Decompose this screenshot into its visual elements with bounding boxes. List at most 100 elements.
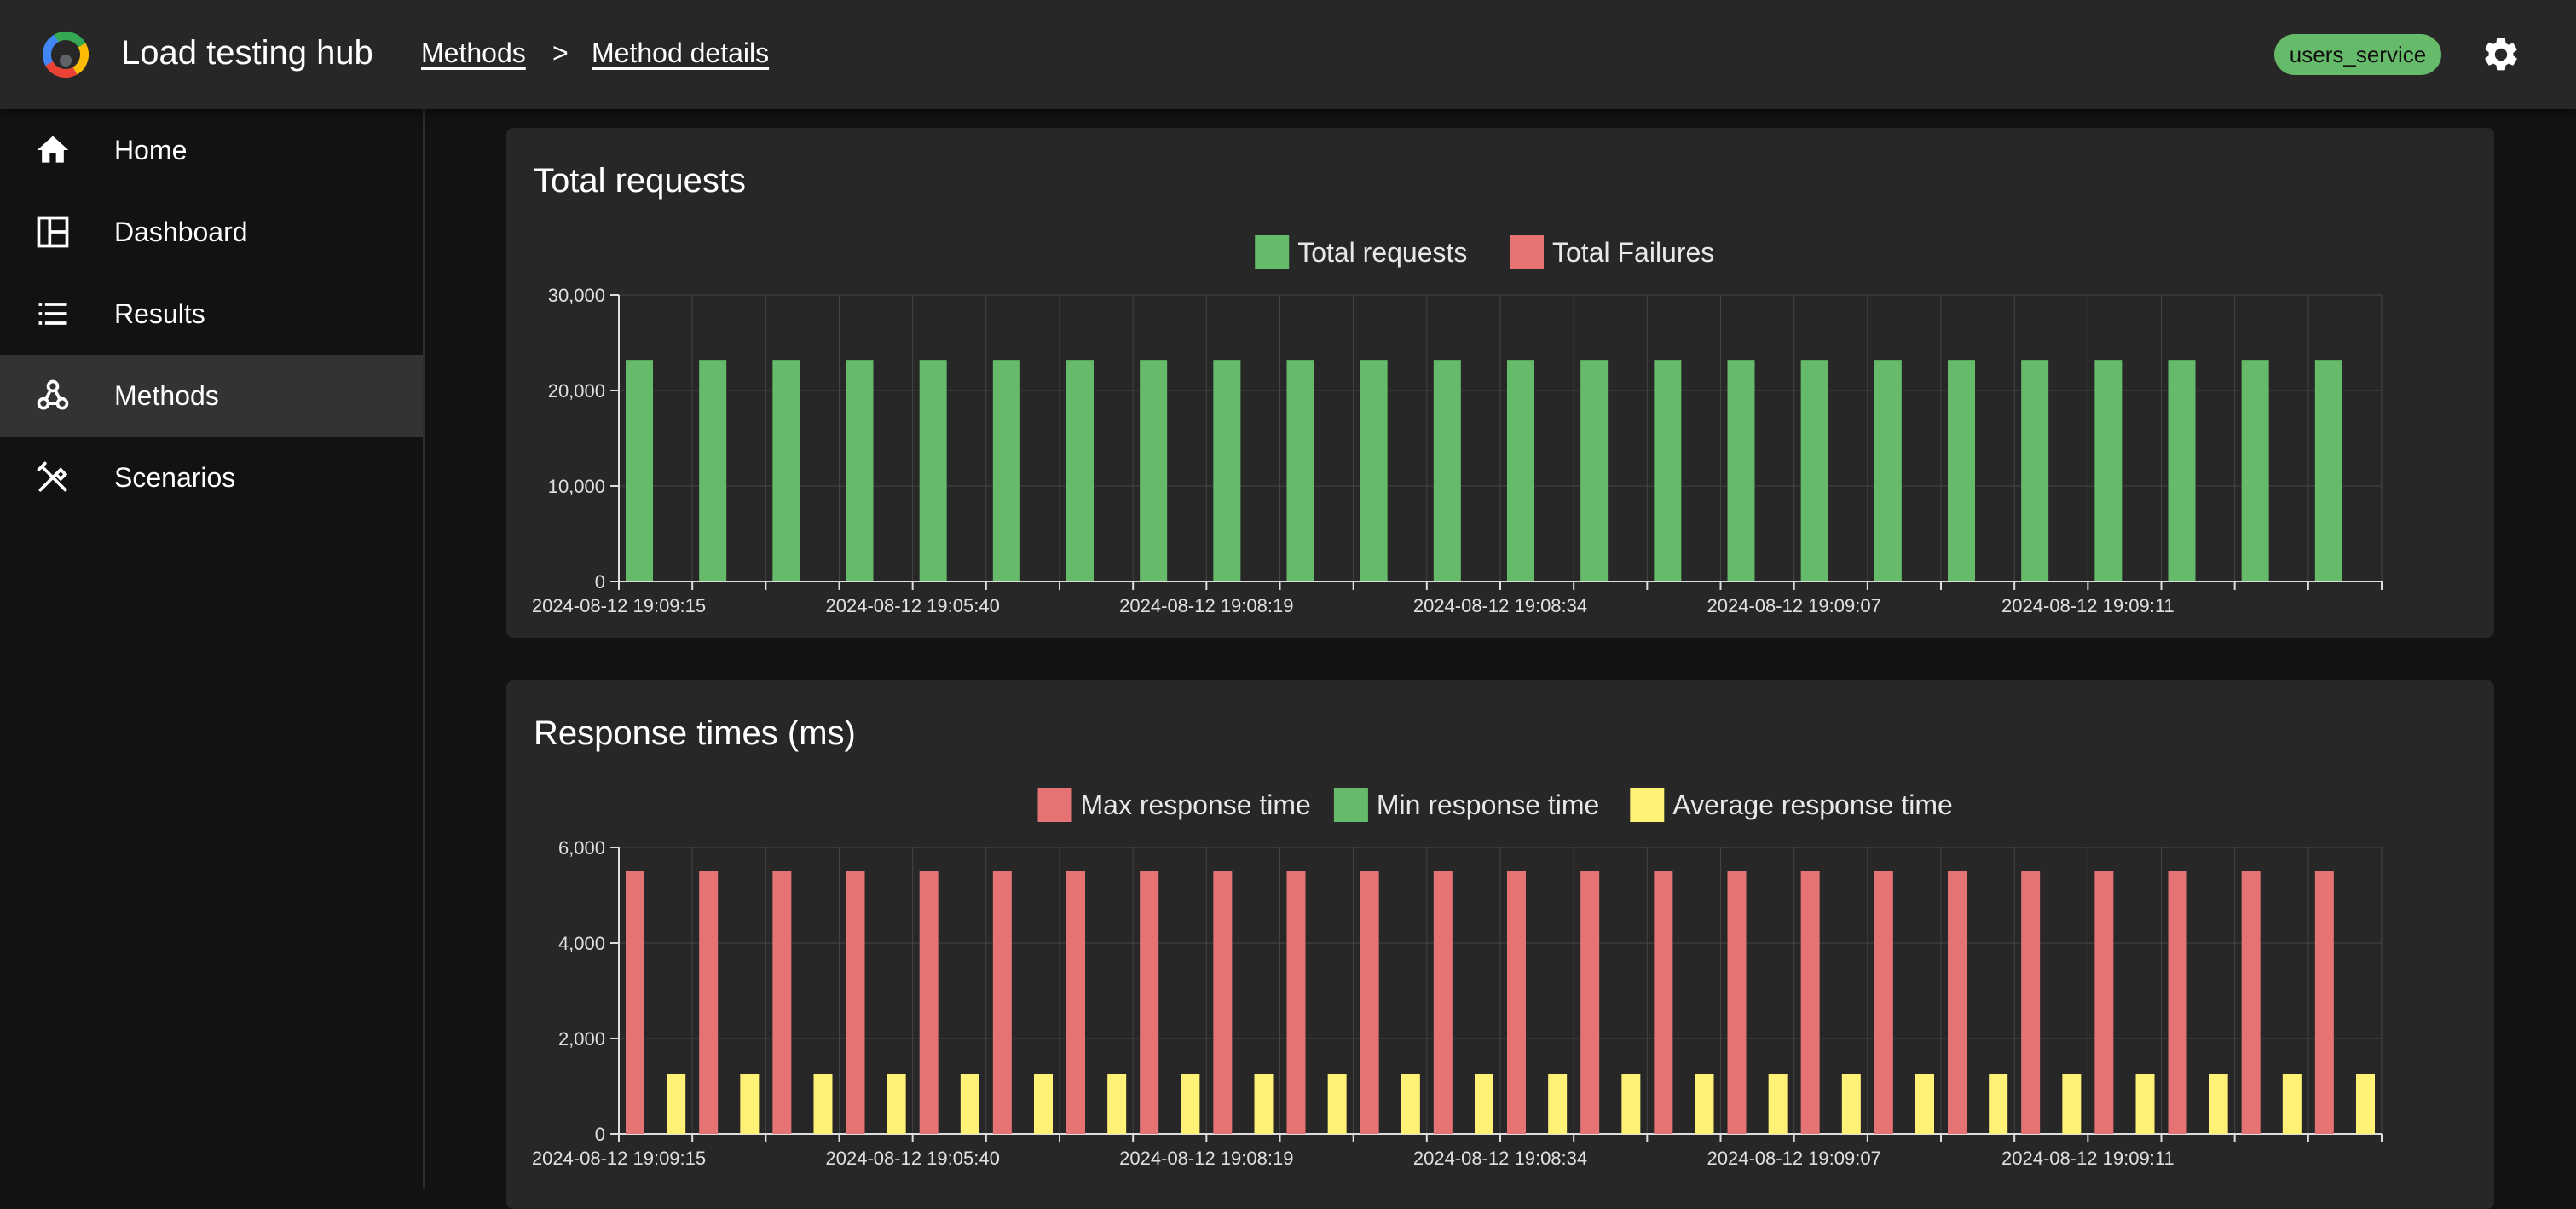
response-times-chart: Max response time Min response time Averag… xyxy=(532,788,2383,1169)
bar-total-requests xyxy=(1580,360,1609,581)
bar-total-requests xyxy=(626,360,653,581)
bar-total-requests xyxy=(1507,360,1534,581)
bar-average-response-time xyxy=(2062,1074,2082,1134)
breadcrumb-methods-link[interactable]: Methods xyxy=(421,38,526,68)
bar-total-requests xyxy=(1360,360,1388,581)
sidebar-item-results[interactable]: Results xyxy=(0,273,423,355)
bar-max-response-time xyxy=(2314,871,2334,1134)
legend-label: Max response time xyxy=(1081,790,1311,820)
bar-max-response-time xyxy=(1286,871,1306,1134)
legend-swatch xyxy=(1037,788,1072,822)
bar-max-response-time xyxy=(1433,871,1453,1134)
bar-average-response-time xyxy=(1695,1074,1714,1134)
bar-average-response-time xyxy=(1401,1074,1420,1134)
bar-max-response-time xyxy=(1727,871,1747,1134)
bar-average-response-time xyxy=(1768,1074,1788,1134)
bar-max-response-time xyxy=(626,871,644,1134)
bar-average-response-time xyxy=(1181,1074,1200,1134)
bar-average-response-time xyxy=(1107,1074,1127,1134)
bar-max-response-time xyxy=(1507,871,1526,1134)
total-requests-card: Total requests Total requests Total Failu… xyxy=(506,128,2494,638)
bar-total-requests xyxy=(772,360,800,581)
sidebar-item-dashboard[interactable]: Dashboard xyxy=(0,191,423,273)
bar-max-response-time xyxy=(1580,871,1600,1134)
y-tick-label: 0 xyxy=(595,1124,605,1145)
sidebar-item-label: Results xyxy=(114,298,205,329)
sidebar-item-label: Scenarios xyxy=(114,462,236,493)
x-tick-label: 2024-08-12 19:05:40 xyxy=(826,1148,1000,1169)
bar-max-response-time xyxy=(1874,871,1893,1134)
bar-max-response-time xyxy=(2241,871,2261,1134)
total-requests-chart: Total requests Total Failures 0 10,000 20,00… xyxy=(532,235,2383,616)
bar-max-response-time xyxy=(1654,871,1673,1134)
tools-icon xyxy=(37,461,68,492)
sidebar-item-label: Home xyxy=(114,135,188,165)
bar-total-requests xyxy=(2021,360,2049,581)
bar-max-response-time xyxy=(992,871,1012,1134)
y-tick-label: 10,000 xyxy=(548,476,605,497)
bar-max-response-time xyxy=(846,871,865,1134)
x-tick-label: 2024-08-12 19:08:34 xyxy=(1413,595,1587,616)
sidebar-item-scenarios[interactable]: Scenarios xyxy=(0,437,423,518)
y-tick-label: 6,000 xyxy=(558,837,605,859)
bar-total-requests xyxy=(992,360,1020,581)
bar-max-response-time xyxy=(772,871,792,1134)
bar-total-requests xyxy=(1286,360,1314,581)
x-tick-label: 2024-08-12 19:09:07 xyxy=(1707,595,1881,616)
bar-total-requests xyxy=(2168,360,2196,581)
bar-average-response-time xyxy=(960,1074,979,1134)
x-tick-label: 2024-08-12 19:09:15 xyxy=(532,1148,706,1169)
bar-average-response-time xyxy=(1841,1074,1861,1134)
breadcrumb-method-details-link[interactable]: Method details xyxy=(592,38,770,68)
bar-average-response-time xyxy=(1475,1074,1493,1134)
legend-label: Total Failures xyxy=(1552,237,1714,268)
bar-total-requests xyxy=(2094,360,2123,581)
bar-max-response-time xyxy=(1066,871,1085,1134)
bar-max-response-time xyxy=(1213,871,1233,1134)
bar-total-requests xyxy=(1213,360,1241,581)
dashboard-icon xyxy=(37,216,69,248)
bar-total-requests xyxy=(699,360,727,581)
bar-max-response-time xyxy=(699,871,719,1134)
bar-max-response-time xyxy=(2168,871,2187,1134)
sidebar-item-methods[interactable]: Methods xyxy=(0,355,423,437)
sidebar-item-label: Methods xyxy=(114,380,219,411)
chart-title: Total requests xyxy=(534,162,747,200)
legend-swatch xyxy=(1333,788,1368,822)
bar-total-requests xyxy=(1800,360,1828,581)
sidebar-item-home[interactable]: Home xyxy=(0,109,423,191)
y-tick-label: 30,000 xyxy=(548,285,605,306)
gear-icon[interactable] xyxy=(2481,34,2521,75)
bar-average-response-time xyxy=(1327,1074,1347,1134)
y-tick-label: 4,000 xyxy=(558,933,605,954)
bar-average-response-time xyxy=(1989,1074,2008,1134)
webhook-icon xyxy=(37,379,69,410)
bar-average-response-time xyxy=(1548,1074,1568,1134)
app-bar: Load testing hub Methods > Method detail… xyxy=(0,0,2576,109)
app-logo-icon xyxy=(43,31,89,78)
legend-label: Average response time xyxy=(1672,790,1952,820)
bar-total-requests xyxy=(1433,360,1461,581)
bar-max-response-time xyxy=(2021,871,2041,1134)
x-tick-label: 2024-08-12 19:05:40 xyxy=(826,595,1000,616)
x-tick-label: 2024-08-12 19:09:11 xyxy=(2001,1148,2175,1169)
y-tick-label: 2,000 xyxy=(558,1028,605,1050)
bar-average-response-time xyxy=(667,1074,686,1134)
bar-average-response-time xyxy=(740,1074,760,1134)
sidebar: Home Dashboard Results Methods Scenarios xyxy=(0,109,425,1189)
x-tick-label: 2024-08-12 19:09:15 xyxy=(532,595,706,616)
x-tick-label: 2024-08-12 19:08:19 xyxy=(1119,595,1293,616)
bar-total-requests xyxy=(2314,360,2342,581)
bar-average-response-time xyxy=(2209,1074,2228,1134)
x-tick-label: 2024-08-12 19:08:19 xyxy=(1119,1148,1293,1169)
y-tick-label: 20,000 xyxy=(548,380,605,402)
bar-average-response-time xyxy=(1034,1074,1053,1134)
x-tick-label: 2024-08-12 19:09:07 xyxy=(1707,1148,1881,1169)
y-tick-label: 0 xyxy=(595,571,605,593)
bar-average-response-time xyxy=(813,1074,833,1134)
bar-average-response-time xyxy=(1254,1074,1274,1134)
bar-max-response-time xyxy=(2094,871,2114,1134)
bar-total-requests xyxy=(2241,360,2269,581)
bar-total-requests xyxy=(846,360,874,581)
app-title: Load testing hub xyxy=(121,34,373,72)
